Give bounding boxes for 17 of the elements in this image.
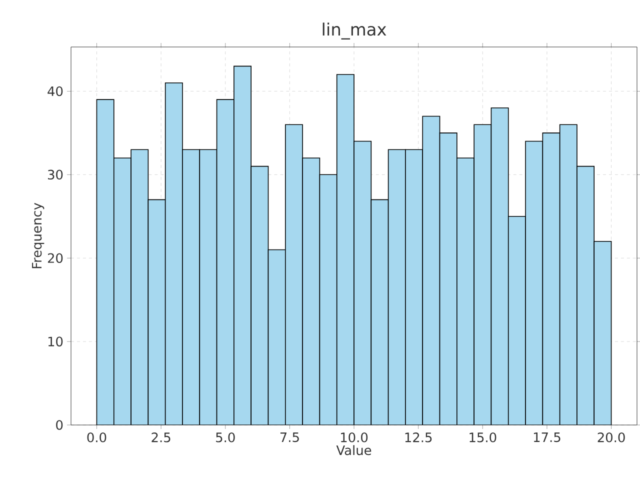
x-tick-label: 7.5 xyxy=(280,432,299,442)
x-tick-label: 10.0 xyxy=(341,432,368,442)
x-tick-label: 12.5 xyxy=(405,432,432,442)
x-tick-label: 2.5 xyxy=(152,432,170,442)
x-tick-label: 0.0 xyxy=(87,432,106,442)
x-tick-label: 20.0 xyxy=(598,432,625,442)
x-tick-label: 17.5 xyxy=(534,432,560,442)
y-tick-label: 10 xyxy=(48,336,63,346)
y-tick-label: 40 xyxy=(48,86,63,96)
chart-title: lin_max xyxy=(322,22,386,40)
y-axis-title: Frequency xyxy=(32,202,44,268)
y-tick-label: 30 xyxy=(48,170,63,180)
y-tick-label: 0 xyxy=(56,420,63,430)
y-tick-label: 20 xyxy=(48,253,63,263)
x-tick-label: 5.0 xyxy=(216,432,235,442)
x-tick-label: 15.0 xyxy=(470,432,496,442)
x-axis-title: Value xyxy=(336,445,372,456)
